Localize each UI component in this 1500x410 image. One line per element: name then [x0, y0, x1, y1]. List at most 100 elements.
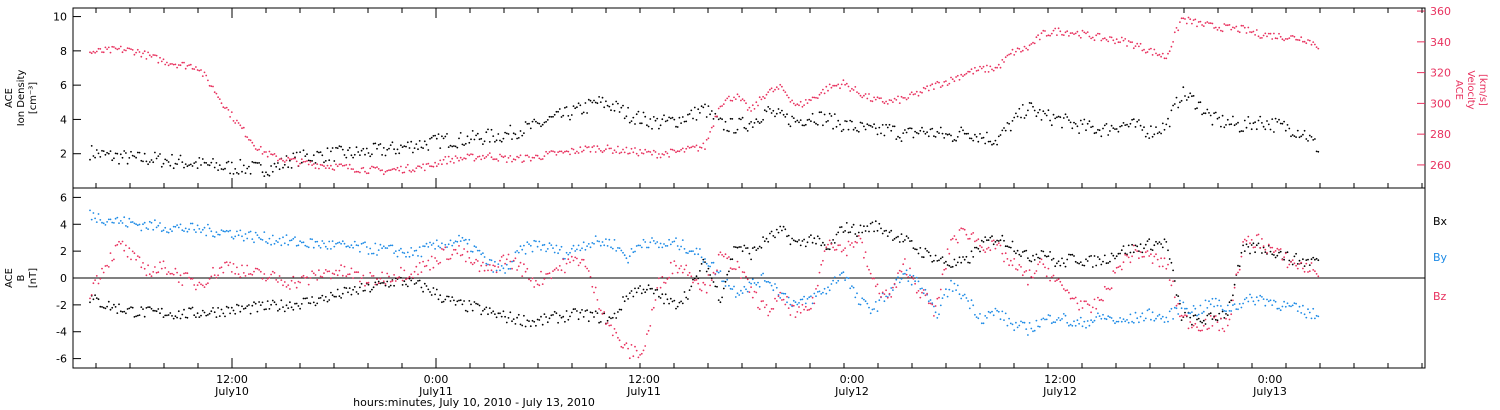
data-point-velocity: [427, 162, 430, 165]
data-point-bz: [381, 271, 383, 274]
data-point-by: [635, 245, 638, 247]
data-point-velocity: [504, 155, 506, 158]
data-point-density: [904, 129, 906, 131]
data-point-bx: [757, 247, 759, 250]
data-point-velocity: [644, 148, 647, 151]
data-point-density: [441, 135, 443, 138]
data-point-density: [1191, 95, 1193, 98]
data-point-density: [999, 134, 1002, 136]
data-point-velocity: [297, 164, 300, 167]
data-point-velocity: [717, 107, 720, 110]
data-point-by: [1218, 299, 1221, 302]
data-point-by: [1056, 319, 1058, 321]
data-point-velocity: [1023, 45, 1026, 48]
data-point-bz: [148, 273, 151, 276]
data-point-by: [731, 288, 734, 290]
data-point-bz: [745, 275, 747, 278]
data-point-density: [678, 116, 681, 119]
data-point-bz: [874, 285, 877, 288]
data-point-by: [717, 271, 720, 274]
data-point-density: [220, 168, 223, 170]
data-point-density: [1226, 118, 1229, 121]
data-point-by: [1233, 303, 1236, 305]
data-point-velocity: [1185, 22, 1188, 25]
data-point-bz: [1220, 317, 1222, 320]
data-point-velocity: [1165, 57, 1168, 60]
data-point-velocity: [774, 88, 776, 91]
data-point-velocity: [733, 96, 735, 99]
data-point-density: [119, 153, 122, 156]
data-point-by: [1076, 319, 1079, 322]
data-point-by: [769, 281, 771, 284]
data-point-density: [362, 147, 365, 150]
data-point-bz: [1086, 303, 1089, 305]
data-point-by: [724, 285, 727, 287]
data-point-by: [1129, 313, 1132, 316]
data-point-velocity: [1288, 37, 1291, 39]
data-point-by: [741, 292, 744, 294]
data-point-bz: [1158, 265, 1161, 268]
data-point-bx: [558, 314, 561, 317]
data-point-velocity: [1233, 27, 1236, 29]
data-point-bz: [710, 279, 713, 281]
data-point-by: [316, 240, 319, 243]
data-point-bz: [748, 291, 751, 293]
data-point-velocity: [314, 167, 317, 170]
data-point-bz: [755, 291, 758, 294]
data-point-by: [1232, 304, 1234, 306]
data-point-bx: [553, 310, 556, 313]
data-point-density: [1180, 99, 1183, 102]
data-point-bx: [1054, 265, 1057, 268]
data-point-bx: [328, 299, 331, 301]
data-point-velocity: [883, 102, 886, 105]
data-point-bx: [863, 225, 865, 228]
data-point-bz: [845, 254, 848, 257]
data-point-by: [890, 287, 893, 289]
data-point-bz: [702, 281, 705, 284]
data-point-by: [878, 299, 881, 302]
data-point-by: [1172, 318, 1174, 320]
data-point-bx: [1062, 262, 1065, 265]
data-point-density: [704, 103, 706, 106]
data-point-density: [442, 137, 445, 140]
data-point-by: [863, 298, 865, 301]
data-point-bx: [587, 320, 590, 323]
data-point-density: [734, 131, 737, 134]
data-point-bx: [143, 315, 146, 318]
data-point-by: [287, 243, 290, 246]
data-point-by: [1038, 325, 1041, 328]
data-point-bz: [266, 277, 269, 280]
data-point-bz: [866, 265, 869, 268]
data-point-velocity: [946, 84, 949, 86]
data-point-bz: [574, 256, 577, 259]
data-point-bz: [444, 246, 447, 249]
data-point-density: [212, 158, 214, 160]
data-point-velocity: [1086, 31, 1089, 33]
data-point-by: [177, 226, 180, 229]
data-point-velocity: [1168, 50, 1171, 53]
data-point-velocity: [1204, 22, 1207, 24]
data-point-by: [283, 242, 286, 245]
data-point-bz: [589, 276, 592, 278]
data-point-by: [99, 219, 102, 221]
data-point-by: [1307, 308, 1309, 311]
data-point-bx: [811, 241, 814, 244]
data-point-by: [1278, 307, 1280, 310]
data-point-bx: [1264, 251, 1267, 254]
data-point-velocity: [514, 158, 517, 161]
data-point-by: [683, 248, 686, 250]
data-point-bx: [1085, 258, 1087, 261]
data-point-bz: [1076, 302, 1079, 305]
data-point-bx: [148, 306, 151, 309]
data-point-bz: [1296, 267, 1299, 270]
data-point-by: [859, 303, 862, 306]
data-point-velocity: [861, 96, 864, 99]
data-point-velocity: [270, 153, 272, 156]
data-point-bz: [1298, 263, 1301, 265]
data-point-velocity: [278, 158, 281, 161]
data-point-density: [729, 117, 732, 120]
data-point-velocity: [364, 170, 366, 173]
data-point-bz: [406, 277, 409, 280]
data-point-velocity: [1156, 54, 1159, 57]
